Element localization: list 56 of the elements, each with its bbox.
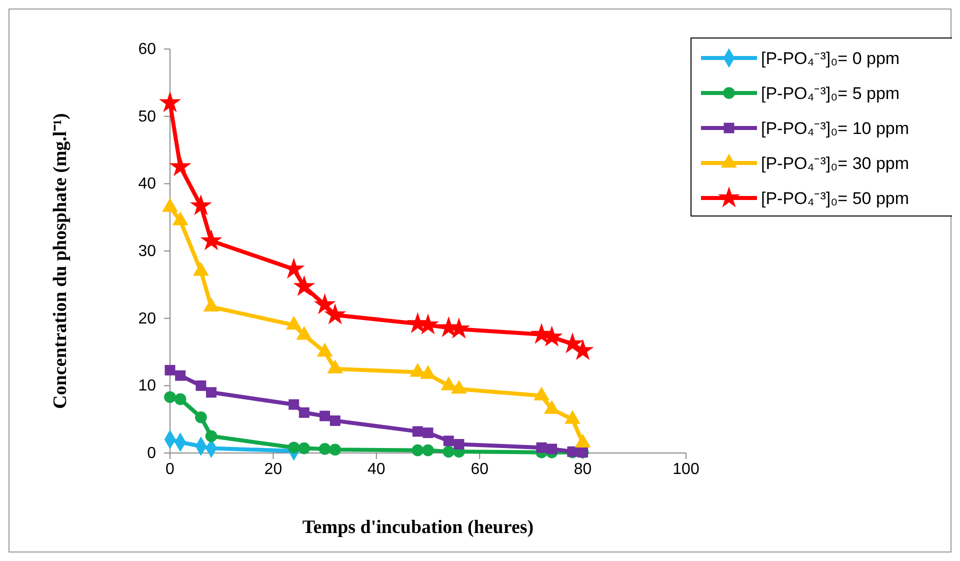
point	[162, 198, 178, 212]
point	[293, 275, 316, 296]
point	[536, 442, 547, 453]
x-tick-label: 0	[166, 461, 175, 478]
x-tick-label: 60	[470, 461, 489, 478]
legend-label: [P-PO₄⁻³]₀= 5 ppm	[761, 84, 900, 103]
y-axis-title: Concentration du phosphate (mg.l⁻¹)	[50, 113, 71, 409]
point	[288, 442, 300, 454]
point	[195, 411, 207, 424]
point	[286, 316, 302, 330]
legend-label: [P-PO₄⁻³]₀= 10 ppm	[761, 119, 910, 138]
y-tick-label: 40	[138, 176, 156, 193]
legend-label: [P-PO₄⁻³]₀= 30 ppm	[761, 154, 910, 173]
point	[318, 443, 331, 455]
point	[412, 426, 423, 437]
point	[442, 446, 455, 458]
point	[164, 391, 176, 404]
point	[205, 430, 218, 442]
point	[206, 387, 217, 398]
y-tick-label: 30	[138, 243, 156, 260]
point	[174, 393, 186, 406]
y-tick-label: 10	[138, 378, 156, 395]
point	[196, 380, 206, 391]
point	[412, 444, 424, 456]
x-tick-label: 20	[264, 461, 282, 478]
y-tick-label: 20	[138, 310, 156, 328]
point	[320, 410, 330, 422]
point	[546, 444, 558, 454]
point	[330, 415, 340, 426]
point	[190, 194, 212, 216]
point	[324, 303, 346, 324]
point	[314, 293, 336, 314]
point	[329, 444, 342, 456]
point	[164, 364, 176, 376]
point	[192, 262, 209, 276]
point	[422, 428, 434, 438]
x-tick-label: 40	[368, 461, 386, 478]
point	[200, 229, 222, 250]
point	[169, 155, 192, 176]
x-tick-label: 80	[574, 461, 592, 478]
point	[443, 436, 454, 446]
point	[298, 442, 310, 454]
x-tick-label: 100	[672, 461, 700, 478]
x-axis-title: Temps d'incubation (heures)	[302, 517, 534, 538]
point	[203, 298, 220, 312]
point	[298, 407, 310, 418]
y-tick-label: 50	[138, 108, 156, 126]
y-tick-label: 60	[138, 41, 156, 58]
legend-label: [P-PO₄⁻³]₀= 0 ppm	[761, 49, 900, 68]
point	[172, 212, 188, 226]
legend-label: [P-PO₄⁻³]₀= 50 ppm	[761, 189, 910, 208]
point	[175, 370, 186, 381]
point	[422, 444, 434, 456]
point	[454, 439, 464, 450]
y-tick-label: 0	[147, 445, 156, 462]
point	[288, 399, 300, 410]
